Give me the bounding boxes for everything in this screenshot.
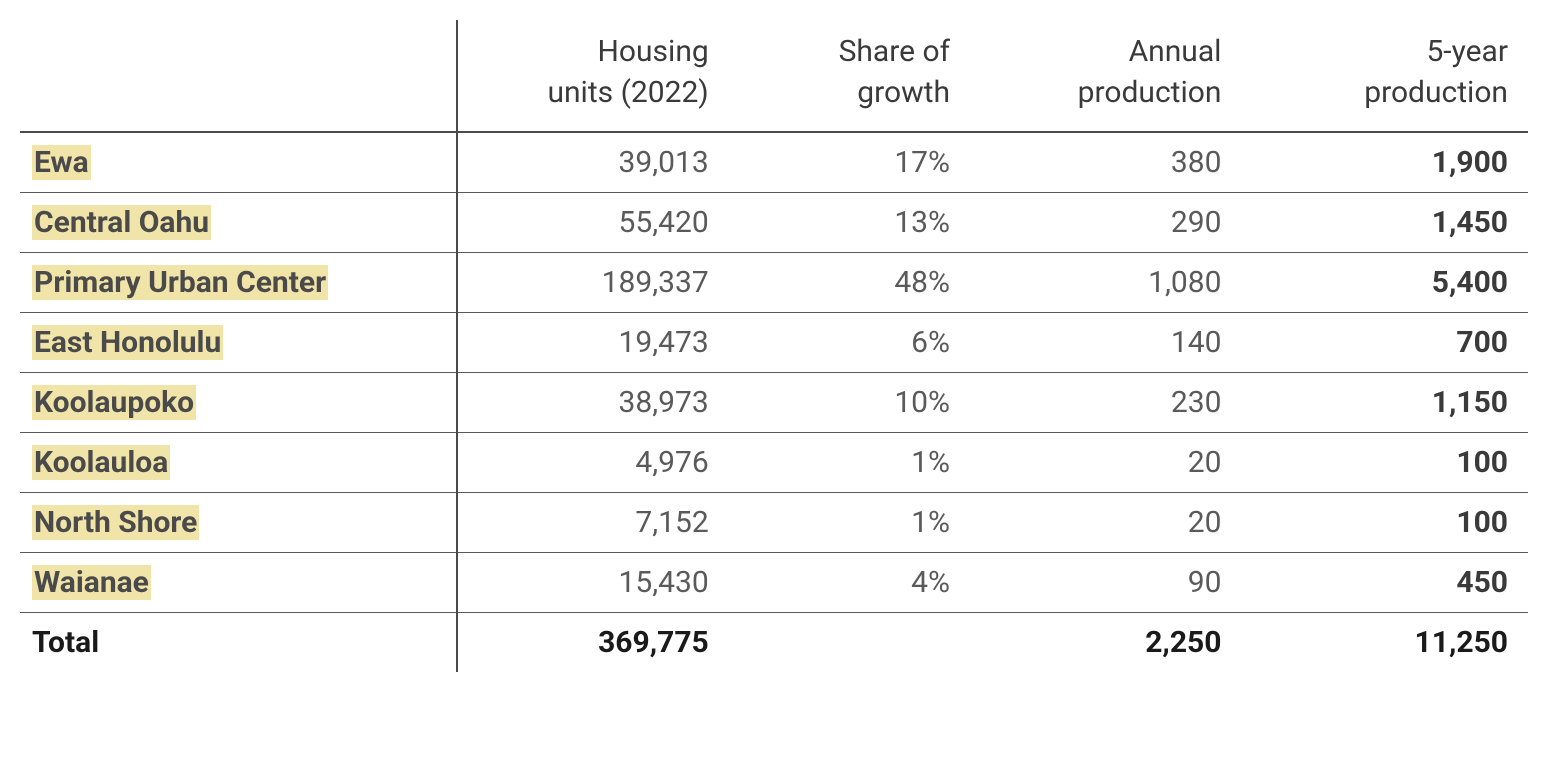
header-5year: 5-year production (1241, 20, 1528, 132)
row-5year: 100 (1241, 433, 1528, 493)
row-5year: 5,400 (1241, 253, 1528, 313)
row-5year: 100 (1241, 493, 1528, 553)
row-units: 38,973 (457, 373, 728, 433)
table-header-row: Housing units (2022) Share of growth Ann… (20, 20, 1528, 132)
total-5year: 11,250 (1241, 613, 1528, 673)
header-units: Housing units (2022) (457, 20, 728, 132)
row-annual: 20 (970, 493, 1241, 553)
row-share: 6% (729, 313, 970, 373)
row-share: 48% (729, 253, 970, 313)
total-units: 369,775 (457, 613, 728, 673)
table-row: Central Oahu 55,420 13% 290 1,450 (20, 193, 1528, 253)
table-row: East Honolulu 19,473 6% 140 700 (20, 313, 1528, 373)
row-annual: 140 (970, 313, 1241, 373)
header-share: Share of growth (729, 20, 970, 132)
row-units: 55,420 (457, 193, 728, 253)
row-share: 10% (729, 373, 970, 433)
row-units: 39,013 (457, 132, 728, 193)
row-units: 4,976 (457, 433, 728, 493)
row-name: Waianae (20, 553, 457, 613)
row-name: Ewa (20, 132, 457, 193)
row-annual: 90 (970, 553, 1241, 613)
header-annual: Annual production (970, 20, 1241, 132)
row-units: 7,152 (457, 493, 728, 553)
row-share: 1% (729, 433, 970, 493)
row-annual: 230 (970, 373, 1241, 433)
row-5year: 1,450 (1241, 193, 1528, 253)
table-row: Primary Urban Center 189,337 48% 1,080 5… (20, 253, 1528, 313)
row-share: 1% (729, 493, 970, 553)
row-units: 19,473 (457, 313, 728, 373)
row-annual: 290 (970, 193, 1241, 253)
table-row: Waianae 15,430 4% 90 450 (20, 553, 1528, 613)
row-annual: 20 (970, 433, 1241, 493)
row-name: East Honolulu (20, 313, 457, 373)
row-5year: 450 (1241, 553, 1528, 613)
housing-table: Housing units (2022) Share of growth Ann… (20, 20, 1528, 672)
row-name: North Shore (20, 493, 457, 553)
total-name: Total (20, 613, 457, 673)
table-row: North Shore 7,152 1% 20 100 (20, 493, 1528, 553)
housing-table-container: Housing units (2022) Share of growth Ann… (20, 20, 1528, 672)
row-5year: 1,150 (1241, 373, 1528, 433)
row-5year: 700 (1241, 313, 1528, 373)
row-annual: 380 (970, 132, 1241, 193)
table-total-row: Total 369,775 2,250 11,250 (20, 613, 1528, 673)
row-name: Primary Urban Center (20, 253, 457, 313)
row-name: Koolaupoko (20, 373, 457, 433)
row-share: 4% (729, 553, 970, 613)
row-name: Central Oahu (20, 193, 457, 253)
row-share: 17% (729, 132, 970, 193)
total-annual: 2,250 (970, 613, 1241, 673)
row-units: 15,430 (457, 553, 728, 613)
total-share (729, 613, 970, 673)
row-annual: 1,080 (970, 253, 1241, 313)
table-row: Koolaupoko 38,973 10% 230 1,150 (20, 373, 1528, 433)
row-5year: 1,900 (1241, 132, 1528, 193)
table-row: Ewa 39,013 17% 380 1,900 (20, 132, 1528, 193)
header-name (20, 20, 457, 132)
row-units: 189,337 (457, 253, 728, 313)
table-row: Koolauloa 4,976 1% 20 100 (20, 433, 1528, 493)
row-share: 13% (729, 193, 970, 253)
row-name: Koolauloa (20, 433, 457, 493)
